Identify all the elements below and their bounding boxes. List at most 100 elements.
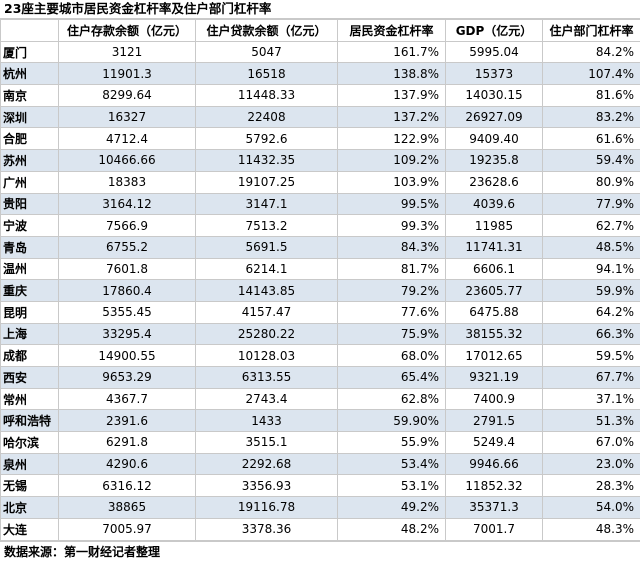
deposit-cell: 8299.64 (59, 85, 196, 107)
loan-cell: 3356.93 (196, 475, 338, 497)
data-source-note: 数据来源：第一财经记者整理 (0, 541, 640, 562)
loan-cell: 2743.4 (196, 388, 338, 410)
household-leverage-cell: 59.9% (543, 280, 640, 302)
loan-cell: 14143.85 (196, 280, 338, 302)
data-table: 住户存款余额（亿元） 住户贷款余额（亿元） 居民资金杠杆率 GDP（亿元） 住户… (0, 19, 640, 541)
household-leverage-cell: 28.3% (543, 475, 640, 497)
gdp-cell: 35371.3 (446, 497, 543, 519)
household-leverage-cell: 54.0% (543, 497, 640, 519)
household-leverage-cell: 59.4% (543, 150, 640, 172)
household-leverage-cell: 66.3% (543, 323, 640, 345)
header-resident-leverage: 居民资金杠杆率 (338, 20, 446, 42)
loan-cell: 11448.33 (196, 85, 338, 107)
deposit-cell: 7566.9 (59, 215, 196, 237)
header-gdp: GDP（亿元） (446, 20, 543, 42)
resident-leverage-cell: 138.8% (338, 63, 446, 85)
resident-leverage-cell: 75.9% (338, 323, 446, 345)
gdp-cell: 17012.65 (446, 345, 543, 367)
resident-leverage-cell: 55.9% (338, 432, 446, 454)
resident-leverage-cell: 161.7% (338, 41, 446, 63)
city-cell: 广州 (1, 171, 59, 193)
gdp-cell: 15373 (446, 63, 543, 85)
deposit-cell: 33295.4 (59, 323, 196, 345)
city-cell: 厦门 (1, 41, 59, 63)
household-leverage-cell: 62.7% (543, 215, 640, 237)
gdp-cell: 7001.7 (446, 518, 543, 540)
resident-leverage-cell: 62.8% (338, 388, 446, 410)
loan-cell: 1433 (196, 410, 338, 432)
deposit-cell: 7005.97 (59, 518, 196, 540)
gdp-cell: 9946.66 (446, 453, 543, 475)
city-cell: 宁波 (1, 215, 59, 237)
city-cell: 贵阳 (1, 193, 59, 215)
gdp-cell: 23605.77 (446, 280, 543, 302)
city-cell: 苏州 (1, 150, 59, 172)
city-cell: 无锡 (1, 475, 59, 497)
city-cell: 青岛 (1, 236, 59, 258)
deposit-cell: 11901.3 (59, 63, 196, 85)
household-leverage-cell: 84.2% (543, 41, 640, 63)
loan-cell: 25280.22 (196, 323, 338, 345)
city-cell: 杭州 (1, 63, 59, 85)
resident-leverage-cell: 84.3% (338, 236, 446, 258)
loan-cell: 11432.35 (196, 150, 338, 172)
loan-cell: 3378.36 (196, 518, 338, 540)
city-cell: 西安 (1, 367, 59, 389)
gdp-cell: 6475.88 (446, 301, 543, 323)
gdp-cell: 5995.04 (446, 41, 543, 63)
resident-leverage-cell: 48.2% (338, 518, 446, 540)
household-leverage-cell: 61.6% (543, 128, 640, 150)
deposit-cell: 16327 (59, 106, 196, 128)
gdp-cell: 4039.6 (446, 193, 543, 215)
loan-cell: 3515.1 (196, 432, 338, 454)
city-cell: 深圳 (1, 106, 59, 128)
loan-cell: 5792.6 (196, 128, 338, 150)
household-leverage-cell: 81.6% (543, 85, 640, 107)
city-cell: 合肥 (1, 128, 59, 150)
resident-leverage-cell: 103.9% (338, 171, 446, 193)
loan-cell: 22408 (196, 106, 338, 128)
deposit-cell: 3121 (59, 41, 196, 63)
gdp-cell: 7400.9 (446, 388, 543, 410)
deposit-cell: 4290.6 (59, 453, 196, 475)
household-leverage-cell: 37.1% (543, 388, 640, 410)
resident-leverage-cell: 79.2% (338, 280, 446, 302)
household-leverage-cell: 94.1% (543, 258, 640, 280)
deposit-cell: 6755.2 (59, 236, 196, 258)
deposit-cell: 38865 (59, 497, 196, 519)
deposit-cell: 2391.6 (59, 410, 196, 432)
table-title: 23座主要城市居民资金杠杆率及住户部门杠杆率 (0, 0, 640, 19)
household-leverage-cell: 67.7% (543, 367, 640, 389)
resident-leverage-cell: 65.4% (338, 367, 446, 389)
loan-cell: 19116.78 (196, 497, 338, 519)
resident-leverage-cell: 68.0% (338, 345, 446, 367)
city-cell: 重庆 (1, 280, 59, 302)
loan-cell: 5691.5 (196, 236, 338, 258)
header-loans: 住户贷款余额（亿元） (196, 20, 338, 42)
gdp-cell: 26927.09 (446, 106, 543, 128)
deposit-cell: 10466.66 (59, 150, 196, 172)
header-household-leverage: 住户部门杠杆率 (543, 20, 640, 42)
deposit-cell: 14900.55 (59, 345, 196, 367)
gdp-cell: 9321.19 (446, 367, 543, 389)
deposit-cell: 7601.8 (59, 258, 196, 280)
resident-leverage-cell: 81.7% (338, 258, 446, 280)
city-cell: 哈尔滨 (1, 432, 59, 454)
loan-cell: 19107.25 (196, 171, 338, 193)
household-leverage-cell: 64.2% (543, 301, 640, 323)
city-cell: 大连 (1, 518, 59, 540)
city-cell: 常州 (1, 388, 59, 410)
